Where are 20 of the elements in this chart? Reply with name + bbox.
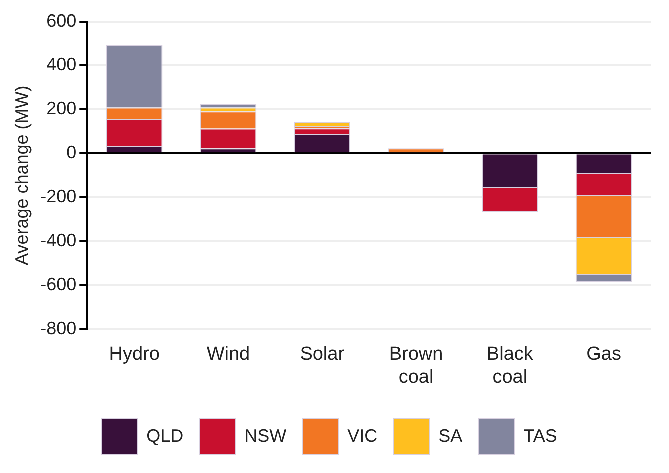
legend-label: TAS: [524, 426, 558, 446]
y-tick-label: 600: [46, 10, 77, 31]
y-axis-title: Average change (MW): [12, 86, 32, 266]
y-tick-label: -200: [40, 186, 77, 207]
legend-label: NSW: [244, 426, 287, 446]
y-tick-label: 400: [46, 54, 77, 75]
y-tick-label: 200: [46, 98, 77, 119]
x-tick-label: Wind: [206, 344, 250, 366]
x-tick-label: Brown coal: [389, 344, 444, 388]
y-tick-label: -600: [40, 274, 77, 294]
legend-label: SA: [438, 426, 463, 446]
x-tick-label: Solar: [300, 344, 346, 366]
y-tick-label: 0: [66, 142, 77, 163]
x-tick-label: Hydro: [109, 344, 160, 366]
y-tick-label: -800: [40, 318, 77, 338]
x-tick-label: Gas: [586, 344, 622, 366]
x-tick-label: Black coal: [486, 344, 534, 388]
legend-label: VIC: [348, 426, 378, 446]
y-tick-label: -400: [40, 230, 77, 250]
legend-label: QLD: [146, 426, 184, 446]
